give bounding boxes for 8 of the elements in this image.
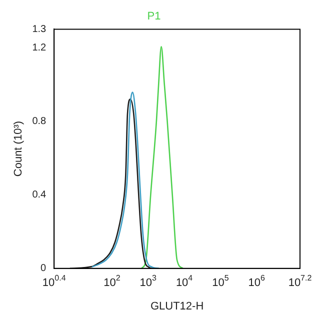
y-tick-label: 0.4 [32,190,47,201]
y-axis-title: Count (10³) [12,120,25,177]
y-tick-label: 1.3 [32,24,47,35]
x-axis-title: GLUT12-H [150,300,204,312]
y-tick-label: 0.8 [32,116,47,127]
y-tick-label: 0 [40,263,47,274]
chart-title: P1 [147,10,161,23]
y-tick-label: 1.2 [32,42,47,54]
